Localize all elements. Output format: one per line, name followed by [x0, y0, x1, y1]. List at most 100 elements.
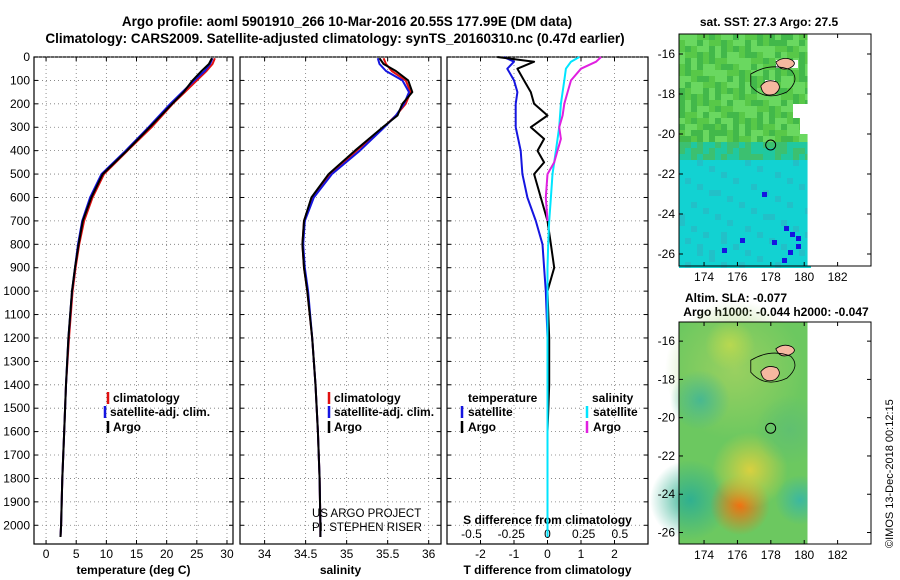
sst-cell — [793, 136, 799, 142]
sst-cell — [727, 136, 733, 142]
sst-cell — [769, 166, 775, 172]
sst-cell — [787, 190, 793, 196]
sst-cell — [739, 184, 745, 190]
sst-cell — [685, 208, 691, 214]
sst-cell — [721, 226, 727, 232]
sst-cell — [715, 94, 721, 100]
sst-cell — [799, 64, 805, 70]
sst-cell — [745, 34, 751, 40]
sst-cell — [793, 76, 799, 82]
sst-cell — [715, 220, 721, 226]
sst-cell — [757, 196, 763, 202]
sst-cell — [781, 100, 787, 106]
sst-cell — [745, 142, 751, 148]
sst-cell — [685, 226, 691, 232]
sst-cell — [751, 172, 757, 178]
map-frame — [678, 321, 872, 545]
sst-cell — [739, 40, 745, 46]
sst-cell — [763, 262, 769, 268]
y-tick-label: 1300 — [3, 354, 30, 368]
sst-cell — [799, 190, 805, 196]
sst-cell — [763, 118, 769, 124]
sst-cell — [685, 262, 691, 268]
sst-cell — [715, 136, 721, 142]
sst-cell — [697, 46, 703, 52]
sst-cell — [745, 160, 751, 166]
y-tick-label: 2000 — [3, 518, 30, 532]
sst-cell — [793, 142, 799, 148]
sst-cell — [769, 76, 775, 82]
sst-cell — [757, 178, 763, 184]
sst-cell — [703, 232, 709, 238]
sst-cell — [751, 100, 757, 106]
sst-cell — [763, 52, 769, 58]
sst-cell — [793, 184, 799, 190]
sst-cell — [733, 238, 739, 244]
y-tick-label: 1600 — [3, 425, 30, 439]
sst-cell — [703, 106, 709, 112]
sst-cell — [763, 136, 769, 142]
sst-cell — [793, 70, 799, 76]
y-tick-label: 500 — [10, 167, 30, 181]
sst-cell — [697, 130, 703, 136]
sst-cell — [751, 238, 757, 244]
sst-cell — [745, 238, 751, 244]
sst-cell — [709, 190, 715, 196]
sst-cell — [691, 214, 697, 220]
lon-tick-label: 176 — [727, 270, 747, 284]
sst-cell — [799, 262, 805, 268]
sst-cell — [787, 118, 793, 124]
sst-cell — [781, 238, 787, 244]
sst-cell — [769, 136, 775, 142]
sst-cell — [745, 202, 751, 208]
sst-cell — [757, 142, 763, 148]
sst-cell — [727, 40, 733, 46]
sst-map: -16 -18 -20 -22 -24 -26 174 176 178 180 182 — [658, 33, 872, 284]
sst-cell — [721, 172, 727, 178]
sst-cell — [715, 250, 721, 256]
sst-cell — [697, 184, 703, 190]
sst-cell — [679, 172, 685, 178]
sst-cell — [685, 88, 691, 94]
sst-cell — [763, 34, 769, 40]
sst-cell — [799, 244, 805, 250]
sst-cell — [697, 262, 703, 268]
sst-cell — [799, 70, 805, 76]
sst-cell — [703, 208, 709, 214]
sst-cell — [685, 70, 691, 76]
no-data-region — [807, 34, 871, 266]
sst-cell — [739, 106, 745, 112]
sst-cell — [781, 136, 787, 142]
sst-cell — [721, 34, 727, 40]
sst-cell — [751, 196, 757, 202]
sst-cell — [733, 100, 739, 106]
sst-cell — [751, 208, 757, 214]
sst-cell — [769, 160, 775, 166]
sst-cell — [721, 118, 727, 124]
sst-cell — [691, 238, 697, 244]
sst-cell — [685, 118, 691, 124]
sst-cell — [775, 160, 781, 166]
sst-cell — [745, 190, 751, 196]
sst-cell — [733, 82, 739, 88]
sst-cell — [703, 40, 709, 46]
sst-cell — [697, 142, 703, 148]
sst-cell — [727, 160, 733, 166]
sst-map-title: sat. SST: 27.3 Argo: 27.5 — [700, 15, 839, 29]
sst-cell — [691, 112, 697, 118]
sst-cell — [781, 262, 787, 268]
sst-cell — [745, 88, 751, 94]
sst-cell — [781, 172, 787, 178]
sst-cell — [793, 100, 799, 106]
sst-cell — [757, 100, 763, 106]
sst-cell — [757, 112, 763, 118]
sst-cell — [691, 226, 697, 232]
sst-cell — [799, 232, 805, 238]
sst-cell — [679, 46, 685, 52]
sst-cell — [721, 94, 727, 100]
sst-cell — [721, 244, 727, 250]
sst-cell — [715, 184, 721, 190]
sst-cell — [751, 52, 757, 58]
sst-cell — [739, 76, 745, 82]
land-viti-levu — [760, 366, 780, 382]
